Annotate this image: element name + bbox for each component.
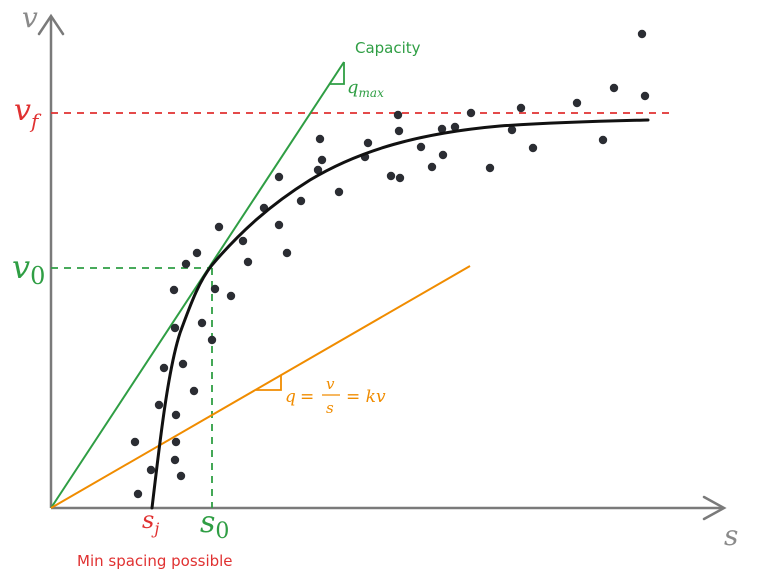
capacity-label: Capacity xyxy=(355,39,421,57)
flow-frac-s: s xyxy=(326,399,334,417)
x-axis-arrowhead xyxy=(702,495,727,521)
flow-slope-marker xyxy=(256,375,282,391)
scatter-point xyxy=(394,126,404,136)
flow-eq1: = xyxy=(300,387,314,407)
scatter-point xyxy=(437,124,447,134)
speed-spacing-curve xyxy=(150,118,650,510)
scatter-point xyxy=(154,400,164,410)
scatter-points xyxy=(130,29,650,499)
flow-q: q xyxy=(285,387,296,407)
scatter-point xyxy=(238,236,248,246)
flow-equation: q = v s = kv xyxy=(285,375,386,417)
scatter-point xyxy=(485,163,495,173)
scatter-point xyxy=(363,138,373,148)
v0-label: v0 xyxy=(12,248,45,290)
scatter-point xyxy=(170,323,180,333)
scatter-point xyxy=(207,335,217,345)
scatter-point xyxy=(466,108,476,118)
scatter-point xyxy=(315,134,325,144)
scatter-point xyxy=(507,125,517,135)
scatter-point xyxy=(159,363,169,373)
scatter-point xyxy=(393,110,403,120)
scatter-point xyxy=(395,173,405,183)
scatter-point xyxy=(171,437,181,447)
scatter-point xyxy=(598,135,608,145)
scatter-point xyxy=(171,410,181,420)
y-axis-label: v xyxy=(22,1,38,34)
y-axis-arrowhead xyxy=(37,13,65,36)
scatter-point xyxy=(170,455,180,465)
scatter-point xyxy=(516,103,526,113)
scatter-point xyxy=(438,150,448,160)
scatter-point xyxy=(450,122,460,132)
scatter-point xyxy=(296,196,306,206)
scatter-point xyxy=(282,248,292,258)
flow-eq2: = kv xyxy=(346,387,386,407)
scatter-point xyxy=(181,259,191,269)
scatter-point xyxy=(274,220,284,230)
scatter-point xyxy=(637,29,647,39)
scatter-point xyxy=(243,257,253,267)
scatter-point xyxy=(226,291,236,301)
scatter-point xyxy=(386,171,396,181)
scatter-point xyxy=(334,187,344,197)
scatter-point xyxy=(609,83,619,93)
scatter-point xyxy=(210,284,220,294)
flow-frac-v: v xyxy=(326,375,335,393)
scatter-point xyxy=(178,359,188,369)
scatter-point xyxy=(214,222,224,232)
scatter-point xyxy=(528,143,538,153)
scatter-point xyxy=(197,318,207,328)
scatter-point xyxy=(169,285,179,295)
scatter-point xyxy=(317,155,327,165)
scatter-point xyxy=(640,91,650,101)
vf-label: vf xyxy=(14,93,42,133)
scatter-point xyxy=(416,142,426,152)
scatter-point xyxy=(313,165,323,175)
scatter-point xyxy=(133,489,143,499)
scatter-point xyxy=(192,248,202,258)
qmax-slope-marker xyxy=(330,62,345,85)
scatter-point xyxy=(146,465,156,475)
scatter-point xyxy=(130,437,140,447)
min-spacing-note: Min spacing possible xyxy=(77,552,233,570)
capacity-line xyxy=(50,61,345,509)
flow-line xyxy=(50,265,471,509)
sj-label: sj xyxy=(142,506,159,538)
scatter-point xyxy=(189,386,199,396)
scatter-point xyxy=(427,162,437,172)
scatter-point xyxy=(572,98,582,108)
qmax-label: qmax xyxy=(347,77,384,100)
scatter-point xyxy=(176,471,186,481)
x-axis-label: s xyxy=(724,519,738,552)
s0-label: s0 xyxy=(200,505,229,544)
scatter-point xyxy=(274,172,284,182)
